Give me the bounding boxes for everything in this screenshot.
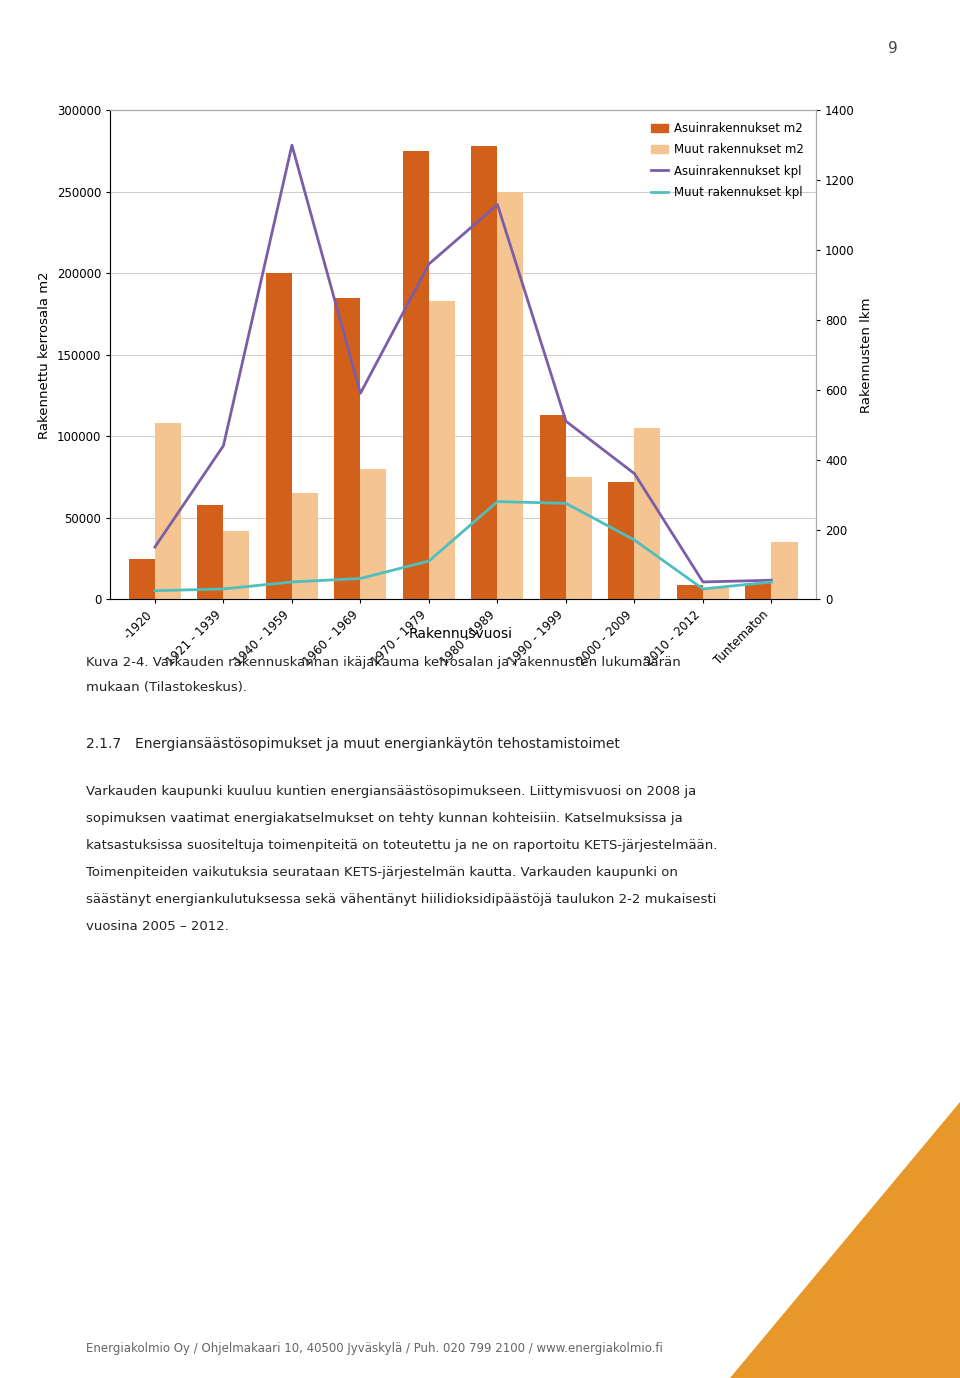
Bar <box>703 588 729 599</box>
Bar <box>129 558 155 599</box>
Bar <box>155 423 180 599</box>
Muut rakennukset kpl <box>286 573 298 590</box>
Muut rakennukset kpl <box>149 583 160 599</box>
Bar <box>429 300 455 599</box>
Polygon shape <box>730 1102 960 1378</box>
Muut rakennukset kpl <box>218 580 229 597</box>
Text: sopimuksen vaatimat energiakatselmukset on tehty kunnan kohteisiin. Katselmuksis: sopimuksen vaatimat energiakatselmukset … <box>86 813 684 825</box>
Bar <box>403 152 429 599</box>
Y-axis label: Rakennettu kerrosala m2: Rakennettu kerrosala m2 <box>38 271 52 438</box>
Bar <box>360 469 387 599</box>
Bar <box>677 584 703 599</box>
Asuinrakennukset kpl <box>697 573 708 590</box>
Asuinrakennukset kpl <box>561 413 572 430</box>
Muut rakennukset kpl <box>492 493 503 510</box>
Bar <box>334 298 360 599</box>
Asuinrakennukset kpl <box>218 437 229 453</box>
Bar <box>198 504 224 599</box>
Asuinrakennukset kpl <box>354 384 366 401</box>
Bar <box>471 146 497 599</box>
Bar <box>292 493 318 599</box>
Asuinrakennukset kpl <box>423 256 435 273</box>
Muut rakennukset kpl <box>629 532 640 548</box>
Text: säästänyt energiankulutuksessa sekä vähentänyt hiilidioksidipäästöjä taulukon 2-: säästänyt energiankulutuksessa sekä vähe… <box>86 893 717 905</box>
Text: mukaan (Tilastokeskus).: mukaan (Tilastokeskus). <box>86 681 248 693</box>
Muut rakennukset kpl <box>354 570 366 587</box>
Text: Kuva 2-4. Varkauden rakennuskannan ikäjakauma kerrosalan ja rakennusten lukumäär: Kuva 2-4. Varkauden rakennuskannan ikäja… <box>86 656 682 668</box>
Bar <box>609 482 635 599</box>
Text: Varkauden kaupunki kuuluu kuntien energiansäästösopimukseen. Liittymisvuosi on 2: Varkauden kaupunki kuuluu kuntien energi… <box>86 785 697 798</box>
Asuinrakennukset kpl <box>149 539 160 555</box>
Bar <box>540 415 566 599</box>
Muut rakennukset kpl <box>766 573 778 590</box>
Line: Muut rakennukset kpl: Muut rakennukset kpl <box>155 502 772 591</box>
Muut rakennukset kpl <box>697 580 708 597</box>
Asuinrakennukset kpl <box>629 466 640 482</box>
Bar <box>266 273 292 599</box>
Legend: Asuinrakennukset m2, Muut rakennukset m2, Asuinrakennukset kpl, Muut rakennukset: Asuinrakennukset m2, Muut rakennukset m2… <box>645 116 810 205</box>
Text: 2.1.7 Energiansäästösopimukset ja muut energiankäytön tehostamistoimet: 2.1.7 Energiansäästösopimukset ja muut e… <box>86 737 620 751</box>
Bar <box>772 543 798 599</box>
Bar <box>746 583 772 599</box>
Muut rakennukset kpl <box>561 495 572 511</box>
Muut rakennukset kpl <box>423 553 435 569</box>
Bar <box>566 477 592 599</box>
Y-axis label: Rakennusten lkm: Rakennusten lkm <box>860 298 874 412</box>
Asuinrakennukset kpl <box>766 572 778 588</box>
Asuinrakennukset kpl <box>492 196 503 212</box>
Text: katsastuksissa suositeltuja toimenpiteitä on toteutettu ja ne on raportoitu KETS: katsastuksissa suositeltuja toimenpiteit… <box>86 839 718 852</box>
Text: Energiakolmio Oy / Ohjelmakaari 10, 40500 Jyväskylä / Puh. 020 799 2100 / www.en: Energiakolmio Oy / Ohjelmakaari 10, 4050… <box>86 1342 663 1355</box>
Bar <box>635 429 660 599</box>
Text: Rakennusvuosi: Rakennusvuosi <box>409 627 513 641</box>
Line: Asuinrakennukset kpl: Asuinrakennukset kpl <box>155 145 772 582</box>
Asuinrakennukset kpl <box>286 136 298 153</box>
Text: vuosina 2005 – 2012.: vuosina 2005 – 2012. <box>86 921 229 933</box>
Text: Toimenpiteiden vaikutuksia seurataan KETS-järjestelmän kautta. Varkauden kaupunk: Toimenpiteiden vaikutuksia seurataan KET… <box>86 867 679 879</box>
Bar <box>497 192 523 599</box>
Bar <box>224 531 250 599</box>
Text: 9: 9 <box>888 41 898 56</box>
